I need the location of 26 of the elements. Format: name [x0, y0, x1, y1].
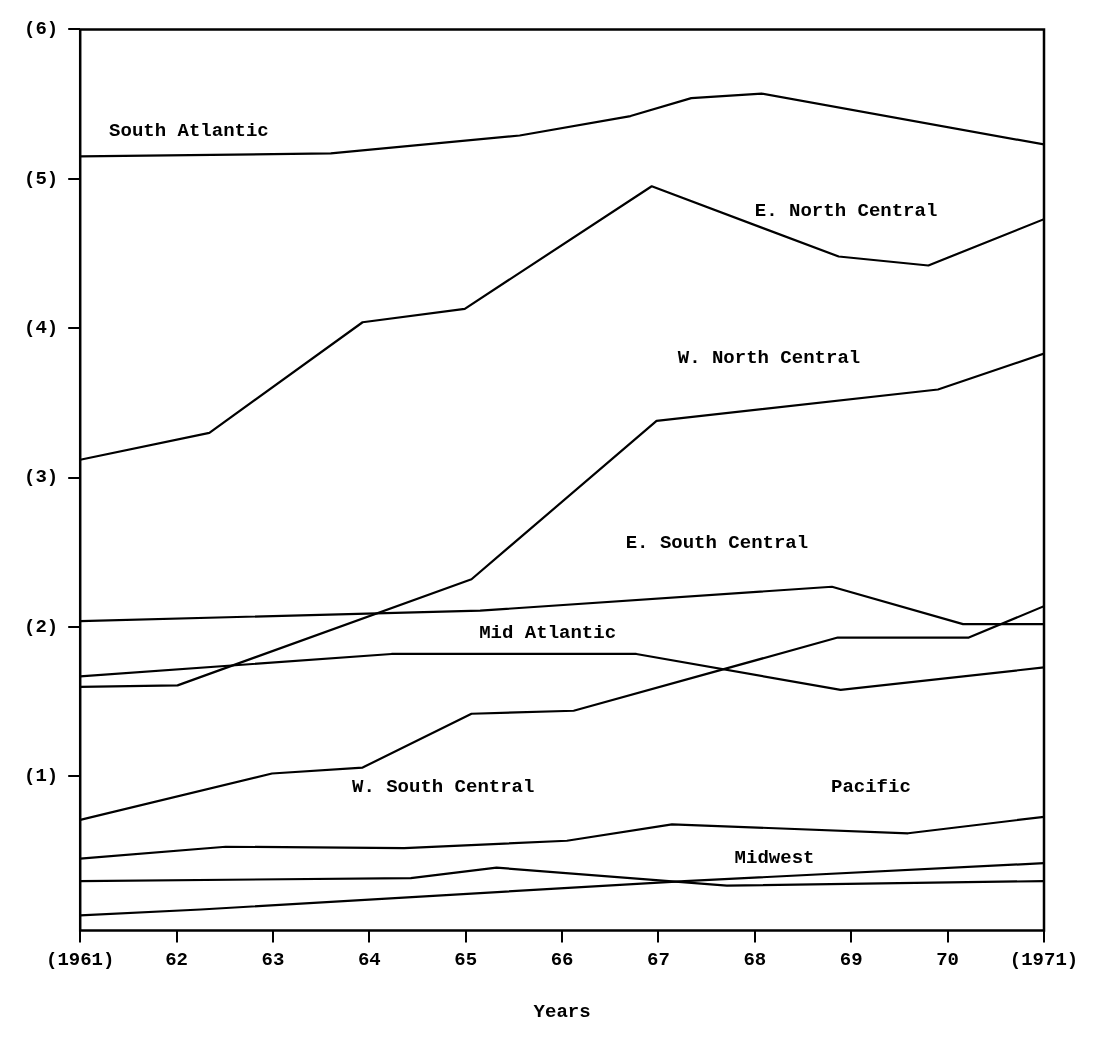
x-tick-label: 66 [550, 948, 574, 971]
series-label: South Atlantic [109, 119, 269, 142]
series-label: Midwest [734, 847, 815, 870]
y-tick-label: (5) [23, 167, 59, 190]
y-tick-label: (4) [23, 317, 59, 340]
x-tick-label: 67 [647, 948, 670, 971]
x-tick-label: 62 [165, 948, 188, 971]
series-label: E. South Central [625, 532, 809, 555]
x-tick-label: 70 [936, 948, 960, 971]
y-tick-label: (1) [23, 765, 59, 788]
series-label: W. North Central [677, 346, 861, 369]
series-label: E. North Central [754, 200, 938, 223]
series-label: Pacific [831, 775, 911, 798]
y-tick-label: (2) [23, 615, 59, 638]
x-tick-label: (1971) [1009, 948, 1079, 971]
x-tick-label: 68 [743, 948, 767, 971]
x-tick-label: 69 [839, 948, 863, 971]
y-tick-label: (6) [23, 18, 59, 41]
x-axis-title: Years [533, 1001, 591, 1024]
series-label: W. South Central [352, 775, 535, 798]
x-tick-label: 64 [357, 948, 381, 971]
y-tick-label: (3) [23, 466, 59, 489]
series-label: Mid Atlantic [479, 621, 617, 644]
x-tick-label: 63 [261, 948, 285, 971]
x-tick-label: (1961) [45, 948, 115, 971]
x-tick-label: 65 [454, 948, 478, 971]
